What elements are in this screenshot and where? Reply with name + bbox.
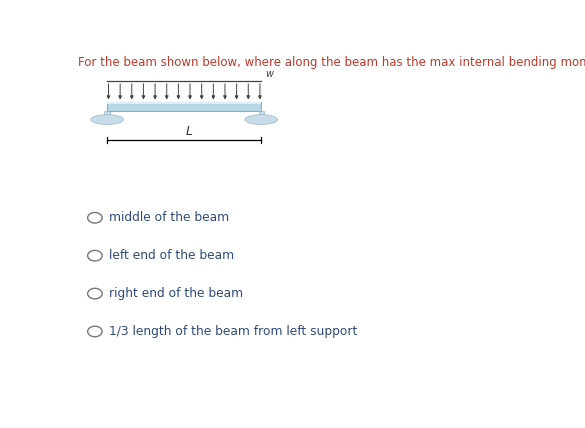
Text: middle of the beam: middle of the beam xyxy=(109,211,229,224)
Ellipse shape xyxy=(245,115,278,125)
Ellipse shape xyxy=(91,115,123,125)
Text: For the beam shown below, where along the beam has the max internal bending mome: For the beam shown below, where along th… xyxy=(78,56,585,69)
Text: L: L xyxy=(185,125,192,138)
Text: left end of the beam: left end of the beam xyxy=(109,249,234,262)
Text: w: w xyxy=(265,69,273,79)
Text: right end of the beam: right end of the beam xyxy=(109,287,243,300)
Bar xyxy=(107,102,261,104)
Bar xyxy=(104,111,110,116)
Text: 1/3 length of the beam from left support: 1/3 length of the beam from left support xyxy=(109,325,357,338)
Bar xyxy=(107,102,261,111)
Bar xyxy=(259,111,264,116)
